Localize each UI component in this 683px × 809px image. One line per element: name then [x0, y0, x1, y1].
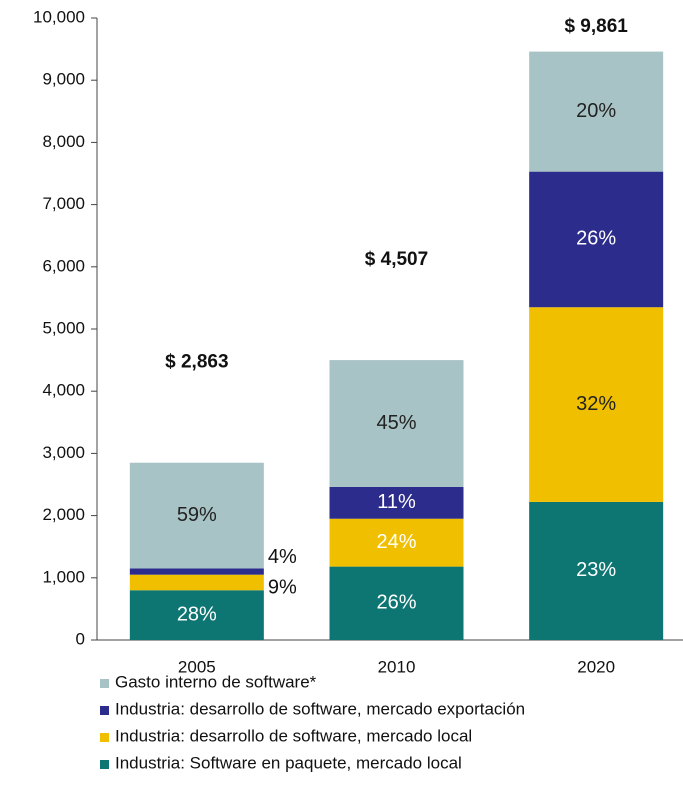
legend-label: Industria: desarrollo de software, merca…: [115, 726, 472, 745]
segment-label: 20%: [576, 100, 616, 122]
segment-label: 9%: [268, 577, 297, 599]
segment-label: 59%: [177, 504, 217, 526]
total-label: $ 2,863: [165, 352, 228, 373]
bar-segment: [529, 501, 664, 640]
total-label: $ 9,861: [564, 16, 628, 37]
legend-label: Industria: Software en paquete, mercado …: [115, 753, 462, 772]
bar-segment: [129, 574, 264, 591]
segment-label: 45%: [376, 412, 416, 434]
segment-label: 23%: [576, 559, 616, 581]
bar-segment: [129, 568, 264, 575]
bar-segment: [329, 486, 464, 519]
segment-label: 11%: [377, 491, 416, 513]
segment-label: 32%: [576, 393, 616, 415]
segment-label: 24%: [376, 531, 416, 553]
bar-segment: [329, 360, 464, 487]
legend-swatch: [100, 679, 109, 688]
x-tick-label: 2020: [577, 657, 615, 676]
legend-swatch: [100, 733, 109, 742]
y-tick-label: 1,000: [42, 567, 85, 586]
segment-label: 28%: [177, 603, 217, 625]
bar-segment: [529, 307, 664, 502]
y-tick-label: 0: [76, 629, 85, 648]
bar-segment: [129, 462, 264, 569]
y-tick-label: 8,000: [42, 132, 85, 151]
legend-label: Gasto interno de software*: [115, 672, 317, 691]
y-tick-label: 4,000: [42, 381, 85, 400]
y-tick-label: 9,000: [42, 70, 85, 89]
x-tick-label: 2010: [378, 657, 416, 676]
legend-swatch: [100, 706, 109, 715]
segment-label: 26%: [576, 228, 616, 250]
segment-label: 4%: [268, 546, 297, 568]
y-tick-label: 3,000: [42, 443, 85, 462]
legend-swatch: [100, 760, 109, 769]
y-tick-label: 5,000: [42, 318, 85, 337]
y-tick-label: 10,000: [33, 7, 85, 26]
bar-segment: [329, 518, 464, 567]
bar-segment: [129, 590, 264, 640]
segment-label: 26%: [376, 592, 416, 614]
y-tick-label: 2,000: [42, 505, 85, 524]
bar-segment: [329, 566, 464, 640]
bar-segment: [529, 51, 664, 172]
total-label: $ 4,507: [365, 249, 428, 270]
y-tick-label: 7,000: [42, 194, 85, 213]
y-tick-label: 6,000: [42, 256, 85, 275]
legend-label: Industria: desarrollo de software, merca…: [115, 699, 525, 718]
x-tick-label: 2005: [178, 657, 216, 676]
bar-segment: [529, 171, 664, 308]
